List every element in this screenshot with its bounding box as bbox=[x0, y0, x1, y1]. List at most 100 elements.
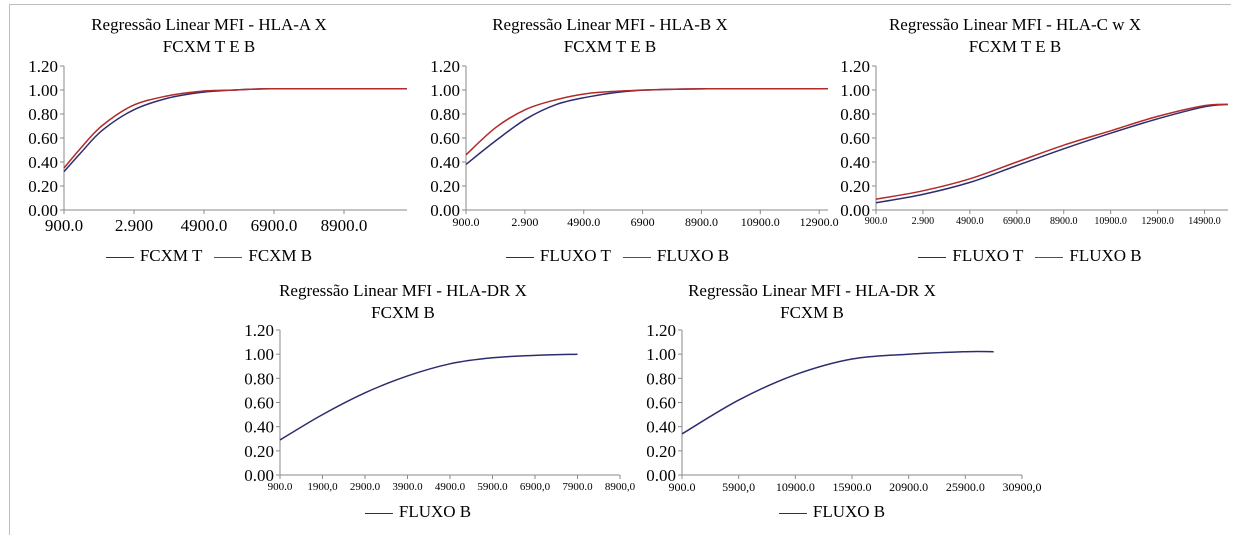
x-tick-label: 2.900 bbox=[511, 215, 538, 229]
y-tick-label: 0.40 bbox=[28, 153, 58, 172]
x-tick-label: 1900,0 bbox=[307, 481, 338, 493]
chart-hla-b: Regressão Linear MFI - HLA-B X FCXM T E B… bbox=[420, 14, 838, 274]
series-line-1 bbox=[875, 103, 1229, 200]
x-tick-label: 8900,0 bbox=[605, 481, 636, 493]
y-tick-label: 0.00 bbox=[646, 466, 676, 485]
legend-item: FCXM B bbox=[214, 246, 312, 266]
chart-subtitle: FCXM B bbox=[780, 303, 844, 322]
y-tick-label: 0.80 bbox=[430, 105, 460, 124]
chart-hla-dr-2: Regressão Linear MFI - HLA-DR X FCXM B 0.0… bbox=[632, 280, 1041, 530]
legend-item: FLUXO B bbox=[622, 246, 729, 266]
y-tick-label: 0.60 bbox=[840, 129, 870, 148]
y-tick-label: 0.20 bbox=[840, 177, 870, 196]
chart-legend: FLUXO T FLUXO B bbox=[420, 246, 815, 266]
y-tick-label: 0.00 bbox=[430, 201, 460, 220]
y-tick-label: 0.20 bbox=[28, 177, 58, 196]
y-tick-label: 0.20 bbox=[430, 177, 460, 196]
legend-item: FCXM T bbox=[105, 246, 203, 266]
y-tick-label: 0.80 bbox=[840, 105, 870, 124]
y-tick-label: 0.00 bbox=[840, 201, 870, 220]
y-tick-label: 0.40 bbox=[430, 153, 460, 172]
x-tick-label: 12900.0 bbox=[800, 215, 839, 229]
y-tick-label: 0.80 bbox=[244, 369, 274, 388]
legend-label: FLUXO T bbox=[539, 246, 611, 265]
series-line-0 bbox=[681, 350, 994, 435]
chart-title: Regressão Linear MFI - HLA-C w X bbox=[888, 15, 1142, 34]
chart-legend: FLUXO B bbox=[632, 502, 1032, 522]
legend-swatch bbox=[778, 512, 807, 514]
x-tick-label: 900.0 bbox=[45, 216, 83, 235]
y-tick-label: 0.80 bbox=[646, 369, 676, 388]
chart-subtitle: FCXM T E B bbox=[162, 37, 256, 56]
y-tick-label: 1.00 bbox=[244, 345, 274, 364]
x-tick-label: 30900,0 bbox=[1003, 480, 1042, 494]
y-tick-label: 1.20 bbox=[430, 57, 460, 76]
y-tick-label: 1.00 bbox=[840, 81, 870, 100]
x-tick-label: 3900.0 bbox=[392, 481, 423, 493]
legend-label: FCXM T bbox=[139, 246, 203, 265]
chart-title: Regressão Linear MFI - HLA-A X bbox=[91, 15, 327, 34]
x-tick-label: 10900.0 bbox=[776, 480, 815, 494]
y-tick-label: 1.20 bbox=[28, 57, 58, 76]
x-tick-label: 4900.0 bbox=[435, 481, 466, 493]
series-line-0 bbox=[279, 353, 578, 441]
x-tick-label: 6900 bbox=[631, 215, 655, 229]
x-tick-label: 7900.0 bbox=[562, 481, 593, 493]
y-tick-label: 0.00 bbox=[28, 201, 58, 220]
series-line-0 bbox=[875, 103, 1229, 204]
y-tick-label: 0.40 bbox=[840, 153, 870, 172]
x-tick-label: 12900.0 bbox=[1141, 216, 1174, 227]
x-tick-label: 4900.0 bbox=[567, 215, 600, 229]
legend-item: FLUXO B bbox=[364, 502, 471, 522]
chart-subtitle: FCXM T E B bbox=[968, 37, 1062, 56]
legend-label: FLUXO T bbox=[952, 246, 1024, 265]
x-tick-label: 10900.0 bbox=[1094, 216, 1127, 227]
series-line-0 bbox=[63, 87, 407, 173]
legend-label: FLUXO B bbox=[812, 502, 886, 521]
legend-item: FLUXO T bbox=[918, 246, 1023, 266]
y-tick-label: 0.00 bbox=[244, 466, 274, 485]
y-tick-label: 1.00 bbox=[430, 81, 460, 100]
chart-title: Regressão Linear MFI - HLA-DR X bbox=[279, 281, 527, 300]
legend-swatch bbox=[918, 256, 947, 258]
legend-swatch bbox=[364, 512, 393, 514]
chart-legend: FLUXO B bbox=[218, 502, 618, 522]
x-tick-label: 900.0 bbox=[453, 215, 480, 229]
x-tick-label: 2.900 bbox=[115, 216, 153, 235]
x-tick-label: 5900,0 bbox=[722, 480, 755, 494]
series-line-1 bbox=[465, 87, 828, 156]
figure-frame bbox=[9, 4, 1231, 535]
legend-swatch bbox=[622, 256, 651, 258]
y-tick-label: 0.20 bbox=[244, 442, 274, 461]
y-tick-label: 0.60 bbox=[28, 129, 58, 148]
x-tick-label: 2900.0 bbox=[350, 481, 381, 493]
chart-plot: 0.00 0.20 0.40 0.60 0.80 1.00 1.20 900.0 5900,0 1… bbox=[646, 321, 1041, 494]
x-tick-label: 900.0 bbox=[268, 481, 293, 493]
x-tick-label: 6900,0 bbox=[520, 481, 551, 493]
chart-plot: 0.00 0.20 0.40 0.60 0.80 1.00 1.20 900.0 2.900 49… bbox=[28, 57, 407, 235]
x-tick-label: 8900.0 bbox=[321, 216, 368, 235]
legend-swatch bbox=[214, 256, 243, 258]
x-tick-label: 10900.0 bbox=[741, 215, 780, 229]
y-tick-label: 0.60 bbox=[646, 393, 676, 412]
y-tick-label: 1.00 bbox=[646, 345, 676, 364]
x-tick-label: 2.900 bbox=[912, 216, 935, 227]
chart-plot: 0.00 0.20 0.40 0.60 0.80 1.00 1.20 900.0 2.900 49… bbox=[430, 57, 838, 229]
chart-plot: 0.00 0.20 0.40 0.60 0.80 1.00 1.20 900.0 2.900 49… bbox=[840, 57, 1229, 227]
y-tick-label: 1.00 bbox=[28, 81, 58, 100]
legend-swatch bbox=[505, 256, 534, 258]
legend-label: FCXM B bbox=[248, 246, 313, 265]
y-tick-label: 1.20 bbox=[244, 321, 274, 340]
chart-legend: FLUXO T FLUXO B bbox=[830, 246, 1230, 266]
x-tick-label: 4900.0 bbox=[956, 216, 984, 227]
x-tick-label: 8900.0 bbox=[685, 215, 718, 229]
y-tick-label: 1.20 bbox=[840, 57, 870, 76]
series-line-0 bbox=[465, 87, 828, 165]
chart-title: Regressão Linear MFI - HLA-DR X bbox=[688, 281, 936, 300]
legend-swatch bbox=[105, 256, 134, 258]
x-tick-label: 5900.0 bbox=[477, 481, 508, 493]
legend-item: FLUXO B bbox=[778, 502, 886, 522]
y-tick-label: 0.60 bbox=[244, 393, 274, 412]
legend-item: FLUXO T bbox=[505, 246, 611, 266]
legend-item: FLUXO B bbox=[1035, 246, 1142, 266]
